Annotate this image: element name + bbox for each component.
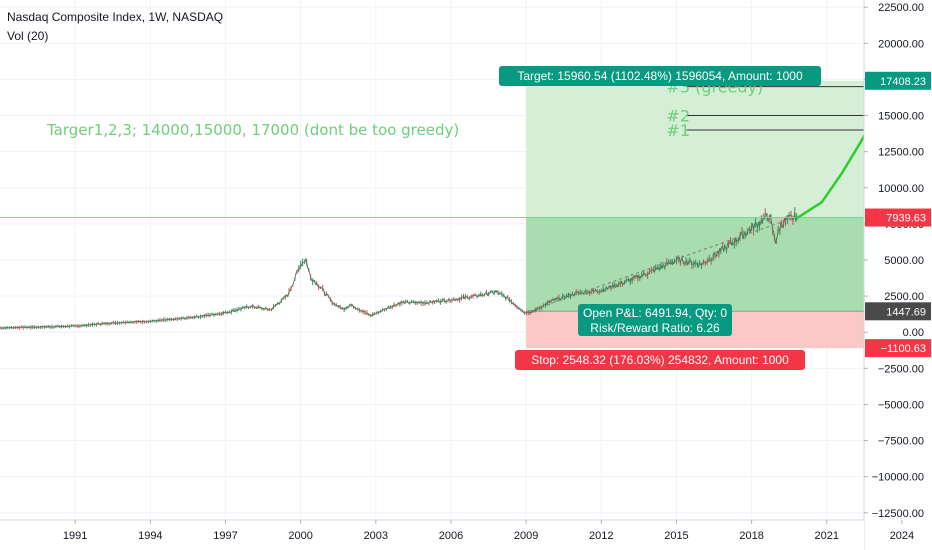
volume-indicator-label[interactable]: Vol (20) bbox=[7, 29, 49, 43]
pnl-label: Open P&L: 6491.94, Qty: 0 bbox=[583, 306, 727, 320]
x-tick-label: 1997 bbox=[213, 530, 237, 542]
y-tick-label: 10000.00 bbox=[878, 183, 924, 195]
y-tick-label: 12500.00 bbox=[878, 147, 924, 159]
open-profit-zone[interactable] bbox=[526, 217, 902, 312]
y-tick-label: 22500.00 bbox=[878, 2, 924, 14]
y-axis-panel bbox=[864, 0, 932, 550]
price-tags: 17408.23 7939.63 1447.69 −1100.63 bbox=[865, 71, 931, 358]
price-tag-target-label: 17408.23 bbox=[880, 76, 926, 88]
x-tick-label: 2003 bbox=[364, 530, 388, 542]
targets-note: Targer1,2,3; 14000,15000, 17000 (dont be… bbox=[46, 121, 459, 139]
y-tick-label: −5000.00 bbox=[878, 399, 924, 411]
y-tick-label: −7500.00 bbox=[878, 436, 924, 448]
x-axis-panel bbox=[0, 520, 864, 550]
y-tick-label: −12500.00 bbox=[872, 508, 924, 520]
price-tag-stop bbox=[865, 339, 931, 358]
x-tick-label: 1991 bbox=[63, 530, 87, 542]
y-tick-label: 15000.00 bbox=[878, 111, 924, 123]
y-tick-label: −2500.00 bbox=[878, 363, 924, 375]
x-tick-label: 2000 bbox=[288, 530, 312, 542]
position-trend-line bbox=[528, 216, 797, 312]
x-tick-label: 2009 bbox=[514, 530, 538, 542]
y-tick-label: 5000.00 bbox=[884, 255, 924, 267]
price-tag-target bbox=[865, 71, 931, 90]
y-tick-label: 0.00 bbox=[903, 327, 924, 339]
pnl-box bbox=[578, 304, 732, 336]
price-tag-current bbox=[865, 208, 931, 227]
price-tag-stop-label: −1100.63 bbox=[881, 343, 926, 355]
target-box-label: Target: 15960.54 (1102.48%) 1596054, Amo… bbox=[517, 69, 803, 83]
x-tick-label: 2018 bbox=[739, 530, 763, 542]
x-tick-label: 2012 bbox=[589, 530, 613, 542]
target-box bbox=[499, 66, 821, 86]
x-tick-label: 2024 bbox=[890, 530, 914, 542]
price-tag-current-label: 7939.63 bbox=[886, 213, 926, 225]
price-tag-entry-label: 1447.69 bbox=[886, 306, 926, 318]
price-line bbox=[0, 212, 798, 329]
chart-title[interactable]: Nasdaq Composite Index, 1W, NASDAQ bbox=[7, 10, 224, 24]
x-tick-label: 2021 bbox=[815, 530, 839, 542]
x-tick-label: 1994 bbox=[138, 530, 162, 542]
x-tick-label: 2006 bbox=[439, 530, 463, 542]
target-label-3: #1 bbox=[666, 121, 690, 140]
price-tag-entry bbox=[865, 302, 931, 321]
stop-box bbox=[515, 350, 805, 370]
stop-box-label: Stop: 2548.32 (176.03%) 254832, Amount: … bbox=[531, 353, 789, 367]
target-label-2: #2 bbox=[666, 107, 690, 126]
y-tick-label: 2500.00 bbox=[884, 291, 924, 303]
position-zones[interactable] bbox=[526, 80, 902, 349]
y-tick-label: 20000.00 bbox=[878, 38, 924, 50]
risk-reward-label: Risk/Reward Ratio: 6.26 bbox=[590, 321, 720, 335]
x-tick-label: 2015 bbox=[664, 530, 688, 542]
y-tick-label: −10000.00 bbox=[872, 472, 924, 484]
price-series bbox=[0, 207, 798, 330]
